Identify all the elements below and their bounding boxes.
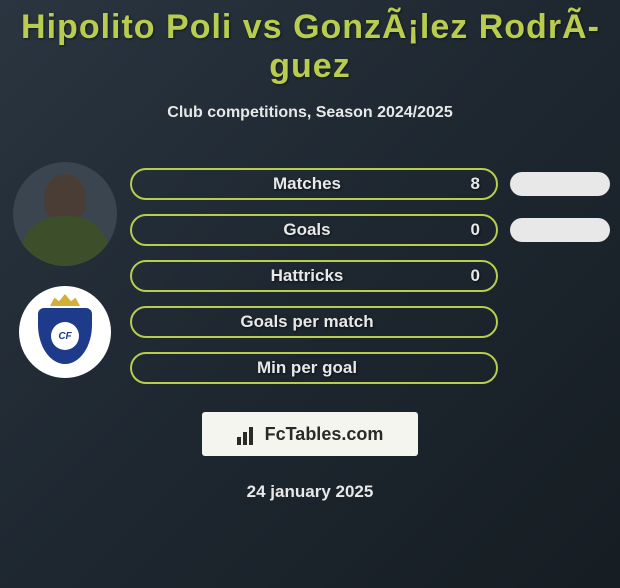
page-title: Hipolito Poli vs GonzÃ¡lez RodrÃ­guez [0, 8, 620, 86]
bars-icon [237, 423, 259, 445]
stat-label: Matches [148, 174, 466, 194]
stat-row-goals: Goals 0 [130, 214, 610, 246]
stat-pill-placeholder [510, 310, 610, 334]
stat-pill-right [510, 172, 610, 196]
stat-bar: Min per goal [130, 352, 498, 384]
stat-row-gpm: Goals per match [130, 306, 610, 338]
stat-bar: Goals 0 [130, 214, 498, 246]
stat-row-mpg: Min per goal [130, 352, 610, 384]
stat-value-left: 8 [466, 174, 480, 194]
subtitle: Club competitions, Season 2024/2025 [0, 104, 620, 122]
stat-pill-placeholder [510, 356, 610, 380]
stat-value-left: 0 [466, 266, 480, 286]
club-badge: CF [19, 286, 111, 378]
stat-label: Min per goal [148, 358, 466, 378]
shield-letters: CF [51, 322, 79, 350]
player-column: CF [0, 162, 130, 378]
stat-row-hattricks: Hattricks 0 [130, 260, 610, 292]
club-crest: CF [38, 300, 92, 364]
stat-bar: Matches 8 [130, 168, 498, 200]
crown-icon [50, 294, 80, 306]
stat-pill-right [510, 218, 610, 242]
stat-value-left: 0 [466, 220, 480, 240]
stat-label: Goals [148, 220, 466, 240]
avatar-silhouette [13, 162, 117, 266]
date-label: 24 january 2025 [0, 482, 620, 502]
brand-text: FcTables.com [265, 424, 384, 445]
stat-row-matches: Matches 8 [130, 168, 610, 200]
stat-pill-placeholder [510, 264, 610, 288]
player-avatar [13, 162, 117, 266]
stat-bar: Goals per match [130, 306, 498, 338]
shield-icon: CF [38, 308, 92, 364]
stat-bar: Hattricks 0 [130, 260, 498, 292]
stat-label: Hattricks [148, 266, 466, 286]
footer-brand: FcTables.com [202, 412, 418, 456]
stat-bars: Matches 8 Goals 0 Hattricks 0 Goals per … [130, 162, 620, 384]
comparison-container: CF Matches 8 Goals 0 Hattricks 0 [0, 162, 620, 384]
stat-label: Goals per match [148, 312, 466, 332]
